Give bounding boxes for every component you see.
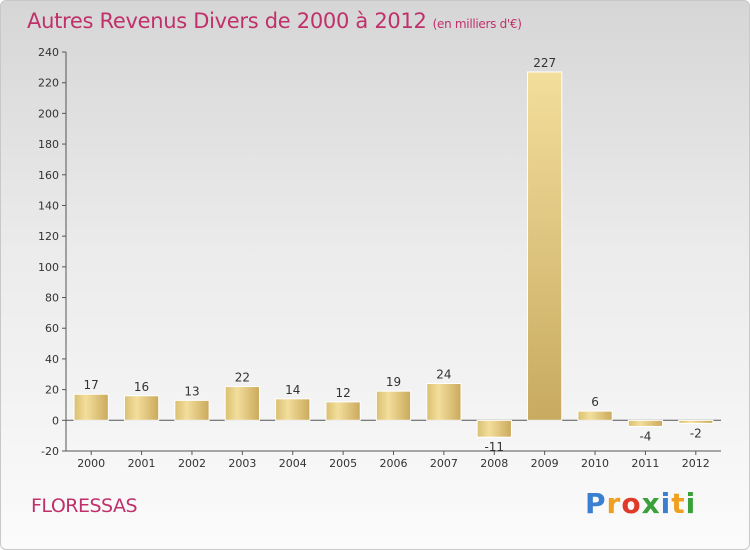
y-tick-label: 160 — [38, 169, 59, 182]
bar-2005 — [325, 401, 361, 421]
data-label-2001: 16 — [134, 380, 149, 394]
x-tick-label: 2010 — [581, 457, 609, 470]
y-tick-label: 80 — [45, 292, 59, 305]
data-label-2007: 24 — [436, 367, 451, 381]
x-tick-label: 2005 — [329, 457, 357, 470]
y-tick-label: 240 — [38, 46, 59, 59]
chart-data-labels: 17 16 13 22 14 12 19 24 -11 227 6 -4 -2 — [84, 56, 702, 454]
data-label-2003: 22 — [235, 371, 250, 385]
logo-letter: i — [685, 487, 697, 520]
x-tick-label: 2009 — [531, 457, 559, 470]
bar-2009 — [527, 71, 563, 421]
bar-2011 — [627, 419, 664, 427]
x-tick-label: 2004 — [279, 457, 307, 470]
chart-axes: -20 0 20 40 60 80 100 120 140 160 180 200 220 240 2000… — [38, 46, 721, 470]
x-tick-label: 2006 — [380, 457, 408, 470]
x-tick-label: 2001 — [128, 457, 156, 470]
y-tick-label: 100 — [38, 261, 59, 274]
data-label-2009: 227 — [533, 56, 556, 70]
bar-2007 — [426, 382, 462, 421]
bar-2003 — [224, 386, 260, 421]
y-tick-label: 120 — [38, 230, 59, 243]
data-label-2008: -11 — [484, 440, 504, 454]
data-label-2000: 17 — [84, 378, 99, 392]
bar-2000 — [73, 393, 109, 421]
logo-letter: i — [660, 487, 672, 520]
y-tick-label: -20 — [41, 445, 59, 458]
y-tick-label: 220 — [38, 77, 59, 90]
y-tick-label: 20 — [45, 384, 59, 397]
chart-bars — [73, 71, 714, 438]
bar-2012 — [678, 419, 714, 424]
bar-2010 — [577, 410, 613, 421]
y-tick-label: 40 — [45, 353, 59, 366]
chart-title: Autres Revenus Divers de 2000 à 2012 (en … — [27, 9, 522, 33]
data-label-2012: -2 — [690, 426, 702, 440]
data-label-2002: 13 — [184, 384, 199, 398]
logo-letter: r — [606, 487, 622, 520]
y-tick-label: 0 — [52, 414, 59, 427]
unit-label: (en milliers d'€) — [432, 17, 522, 31]
town-name: FLORESSAS — [31, 495, 138, 517]
y-tick-label: 200 — [38, 107, 59, 120]
x-tick-label: 2003 — [228, 457, 256, 470]
data-label-2011: -4 — [639, 429, 651, 443]
data-label-2004: 14 — [285, 383, 300, 397]
bar-2008 — [476, 419, 512, 438]
logo-letter: t — [671, 487, 686, 520]
data-label-2005: 12 — [335, 386, 350, 400]
x-tick-label: 2000 — [77, 457, 105, 470]
y-tick-label: 140 — [38, 199, 59, 212]
bar-2004 — [275, 398, 311, 421]
proxiti-logo: Proxiti — [585, 487, 696, 520]
x-tick-label: 2002 — [178, 457, 206, 470]
data-label-2006: 19 — [386, 375, 401, 389]
data-label-2010: 6 — [591, 395, 599, 409]
bar-2002 — [174, 399, 210, 421]
y-tick-label: 180 — [38, 138, 59, 151]
bar-2006 — [375, 390, 412, 421]
logo-letter: x — [641, 487, 661, 520]
bar-2001 — [123, 395, 160, 421]
x-tick-label: 2008 — [480, 457, 508, 470]
logo-letter: o — [621, 487, 642, 520]
x-tick-label: 2007 — [430, 457, 458, 470]
y-tick-label: 60 — [45, 322, 59, 335]
x-tick-label: 2012 — [682, 457, 710, 470]
x-tick-label: 2011 — [631, 457, 659, 470]
chart-title-text: Autres Revenus Divers de 2000 à 2012 — [27, 9, 427, 33]
logo-letter: P — [585, 487, 607, 520]
